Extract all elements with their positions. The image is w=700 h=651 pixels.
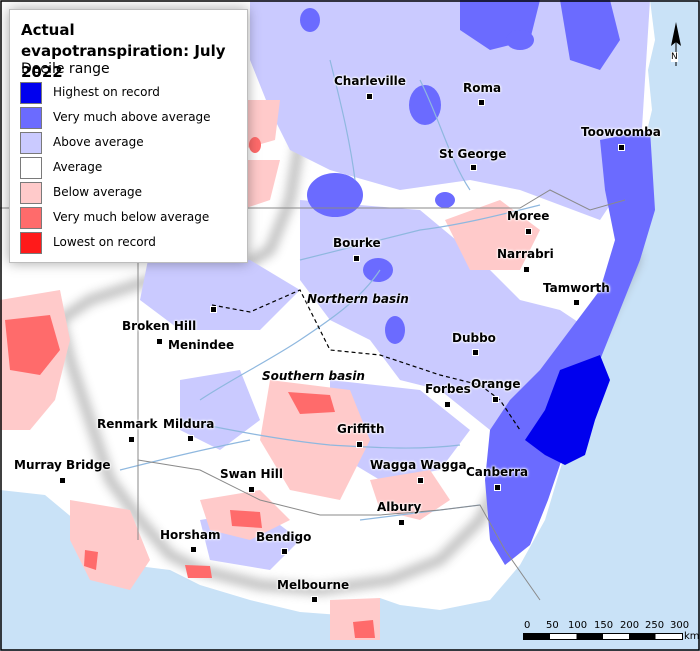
scale-tick-label: 100 xyxy=(568,620,588,631)
legend-swatch xyxy=(20,132,42,154)
legend-item: Below average xyxy=(20,182,245,206)
highest-on-record-areas xyxy=(525,355,610,465)
place-marker xyxy=(353,255,360,262)
place-marker xyxy=(356,441,363,448)
basin-label-southern: Southern basin xyxy=(262,369,365,383)
very-much-below-average-areas xyxy=(5,137,375,638)
rivers xyxy=(119,59,541,521)
legend-label: Lowest on record xyxy=(53,235,156,249)
north-label: N xyxy=(671,52,678,62)
legend-item: Lowest on record xyxy=(20,232,245,256)
place-marker xyxy=(156,338,163,345)
state-borders xyxy=(0,189,626,601)
place-label-moree: Moree xyxy=(507,209,550,223)
legend-swatch xyxy=(20,207,42,229)
place-label-dubbo: Dubbo xyxy=(452,331,496,345)
place-label-toowoomba: Toowoomba xyxy=(581,125,661,139)
place-label-roma: Roma xyxy=(463,81,502,95)
basin-label-northern: Northern basin xyxy=(307,292,409,306)
place-label-menindee: Menindee xyxy=(168,338,235,352)
basin-divide xyxy=(211,289,521,431)
place-marker xyxy=(478,99,485,106)
place-marker xyxy=(210,306,217,313)
place-label-forbes: Forbes xyxy=(425,382,471,396)
legend-swatch xyxy=(20,232,42,254)
place-label-melbourne: Melbourne xyxy=(277,578,350,592)
place-marker xyxy=(573,299,580,306)
place-label-narrabri: Narrabri xyxy=(497,247,554,261)
place-marker xyxy=(128,436,135,443)
place-marker xyxy=(311,596,318,603)
place-label-albury: Albury xyxy=(377,500,422,514)
legend-label: Highest on record xyxy=(53,85,160,99)
legend-label: Very much below average xyxy=(53,210,210,224)
legend-swatch xyxy=(20,107,42,129)
place-marker xyxy=(472,349,479,356)
legend-swatch xyxy=(20,82,42,104)
scale-tick-label: 0 xyxy=(524,620,531,631)
place-marker xyxy=(366,93,373,100)
legend-item: Average xyxy=(20,157,245,181)
scale-tick-label: 200 xyxy=(620,620,640,631)
legend-swatch xyxy=(20,157,42,179)
place-marker xyxy=(398,519,405,526)
place-label-bendigo: Bendigo xyxy=(256,530,312,544)
legend-label: Average xyxy=(53,160,103,174)
scale-tick-label: 250 xyxy=(645,620,665,631)
place-label-murray-bridge: Murray Bridge xyxy=(14,458,111,472)
place-marker xyxy=(618,144,625,151)
scale-unit: km xyxy=(684,631,700,642)
place-label-charleville: Charleville xyxy=(334,74,406,88)
scale-tick-label: 300 xyxy=(670,620,690,631)
place-marker xyxy=(190,546,197,553)
scale-tick-label: 50 xyxy=(546,620,559,631)
place-marker xyxy=(492,396,499,403)
legend-item: Very much above average xyxy=(20,107,245,131)
north-arrow-icon: N xyxy=(666,20,686,68)
legend: Actual evapotranspiration: July 2022 Dec… xyxy=(9,9,248,263)
place-label-griffith: Griffith xyxy=(337,422,385,436)
place-label-canberra: Canberra xyxy=(466,465,529,479)
place-marker xyxy=(494,484,501,491)
place-marker xyxy=(523,266,530,273)
legend-label: Below average xyxy=(53,185,143,199)
place-marker xyxy=(187,435,194,442)
place-label-st-george: St George xyxy=(439,147,507,161)
place-marker xyxy=(248,486,255,493)
place-label-broken-hill: Broken Hill xyxy=(122,319,197,333)
place-marker xyxy=(281,548,288,555)
place-marker xyxy=(417,477,424,484)
scale-bar xyxy=(523,633,683,640)
place-label-horsham: Horsham xyxy=(160,528,221,542)
legend-label: Very much above average xyxy=(53,110,211,124)
place-marker xyxy=(444,401,451,408)
place-marker xyxy=(59,477,66,484)
legend-item: Very much below average xyxy=(20,207,245,231)
legend-item: Above average xyxy=(20,132,245,156)
legend-item: Highest on record xyxy=(20,82,245,106)
legend-title: Actual evapotranspiration: July 2022 xyxy=(21,21,226,81)
place-label-tamworth: Tamworth xyxy=(543,281,610,295)
place-label-swan-hill: Swan Hill xyxy=(220,467,283,481)
place-label-wagga-wagga: Wagga Wagga xyxy=(370,458,467,472)
place-marker xyxy=(470,164,477,171)
legend-label: Above average xyxy=(53,135,144,149)
place-label-mildura: Mildura xyxy=(163,417,215,431)
place-label-orange: Orange xyxy=(471,377,521,391)
place-label-bourke: Bourke xyxy=(333,236,381,250)
legend-subtitle: Decile range xyxy=(21,61,110,77)
very-much-above-average-areas xyxy=(300,0,655,565)
place-label-renmark: Renmark xyxy=(97,417,158,431)
place-marker xyxy=(525,228,532,235)
scale-tick-label: 150 xyxy=(594,620,614,631)
legend-swatch xyxy=(20,182,42,204)
